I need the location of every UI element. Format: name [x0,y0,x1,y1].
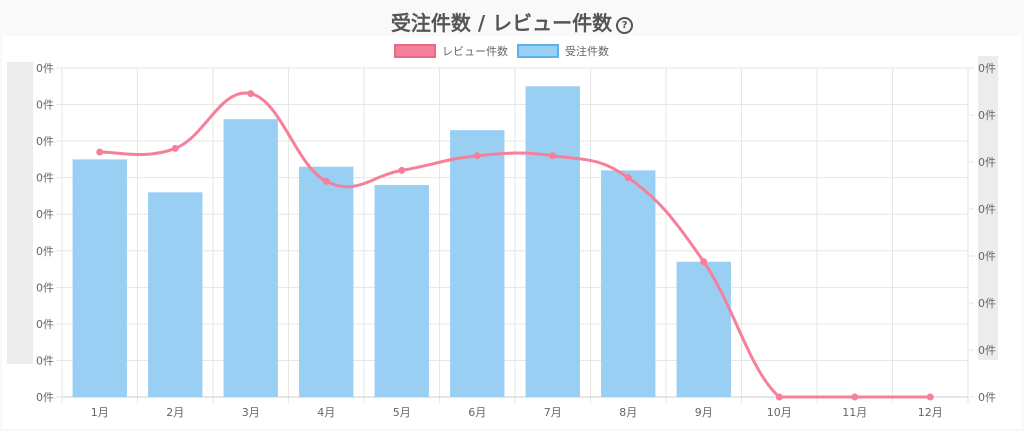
chart-title-text: 受注件数 / レビュー件数 [390,11,613,35]
bar-7月 [525,86,580,398]
line-point-8月 [624,174,632,182]
x-tick-label: 3月 [242,406,260,419]
right-axis-tick-label: 0件 [978,203,996,216]
bar-1月 [72,159,127,397]
right-axis-tick-label: 0件 [978,297,996,310]
x-tick-label: 1月 [91,406,109,419]
left-axis-tick-label: 0件 [36,208,54,221]
legend-label: 受注件数 [565,44,609,58]
left-axis-tick-label: 0件 [36,62,54,75]
chart-title: 受注件数 / レビュー件数? [0,7,1024,36]
bar-3月 [223,119,278,397]
left-axis-tick-label: 0件 [36,281,54,294]
x-tick-label: 8月 [619,406,637,419]
chart-svg: 0件 0件 0件 0件 0件 0件 0件 0件 0件 0件 0件 0件 0件 0件 0件 0件 0件 0件 1月 2月… [36,44,996,419]
left-axis-tick-label: 0件 [36,391,54,404]
x-tick-label: 10月 [767,406,792,419]
x-tick-label: 6月 [468,406,486,419]
line-point-2月 [171,144,179,152]
right-axis-tick-label: 0件 [978,62,996,75]
line-point-9月 [700,258,708,266]
legend-label: レビュー件数 [442,45,508,58]
left-axis-tick-label: 0件 [36,245,54,258]
right-axis-tick-label: 0件 [978,156,996,169]
bar-6月 [450,130,505,397]
left-axis-tick-label: 0件 [36,318,54,331]
chart-panel: 0件 0件 0件 0件 0件 0件 0件 0件 0件 0件 0件 0件 0件 0件 0件 0件 0件 0件 1月 2月… [2,36,1022,429]
line-point-7月 [549,152,557,160]
x-tick-label: 7月 [544,406,562,419]
x-tick-label: 2月 [166,406,184,419]
line-point-3月 [247,90,255,98]
x-tick-label: 12月 [918,406,943,419]
line-point-10月 [775,393,783,401]
line-point-6月 [473,152,481,160]
line-point-4月 [322,177,330,185]
bar-8月 [601,170,656,397]
left-axis-tick-label: 0件 [36,99,54,112]
question-circle-icon[interactable]: ? [616,17,634,34]
right-axis-tick-label: 0件 [978,109,996,122]
legend-swatch [394,44,436,58]
right-axis-tick-label: 0件 [978,344,996,357]
line-point-5月 [398,166,406,174]
line-point-11月 [851,393,859,401]
x-tick-label: 9月 [695,406,713,419]
line-point-12月 [926,393,934,401]
legend-swatch [517,44,559,58]
bar-2月 [148,192,203,397]
bar-4月 [299,166,354,397]
right-axis-tick-label: 0件 [978,391,996,404]
x-tick-label: 4月 [317,406,335,419]
x-tick-label: 11月 [842,406,867,419]
left-axis-tick-label: 0件 [36,172,54,185]
left-axis-blur [7,62,33,364]
bar-9月 [676,261,731,397]
right-axis-blur [978,56,998,360]
right-axis-tick-label: 0件 [978,250,996,263]
left-axis-tick-label: 0件 [36,354,54,367]
bar-5月 [374,184,429,397]
x-tick-label: 5月 [393,406,411,419]
left-axis-tick-label: 0件 [36,135,54,148]
line-point-1月 [96,148,104,156]
